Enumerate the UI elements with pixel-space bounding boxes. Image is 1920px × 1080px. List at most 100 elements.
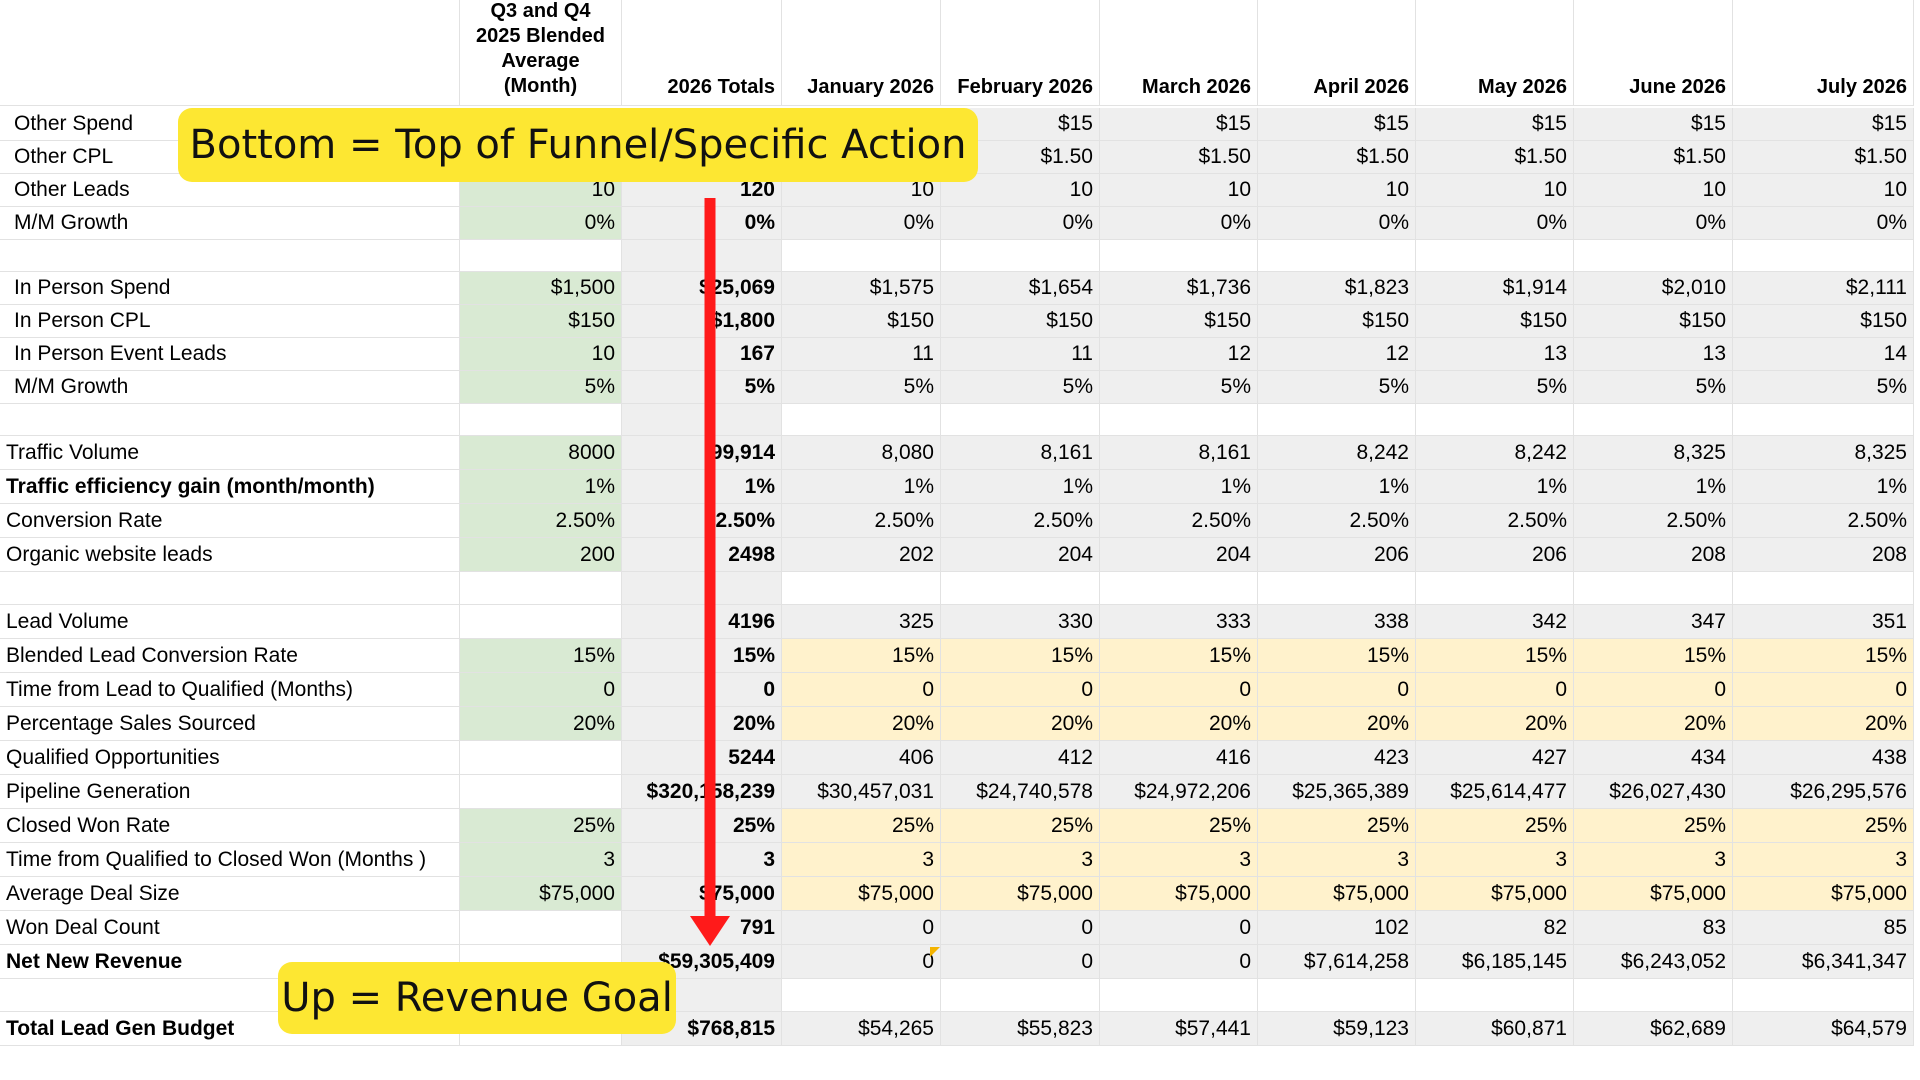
month-cell[interactable]: 20% bbox=[941, 707, 1100, 741]
empty-cell[interactable] bbox=[1258, 979, 1416, 1012]
header-blended-average[interactable]: Q3 and Q4 2025 Blended Average (Month) bbox=[460, 0, 622, 106]
month-cell[interactable]: $30,457,031 bbox=[782, 775, 941, 809]
month-cell[interactable]: 20% bbox=[1733, 707, 1914, 741]
month-cell[interactable]: 2.50% bbox=[1574, 504, 1733, 538]
month-cell[interactable]: $1,654 bbox=[941, 272, 1100, 305]
month-cell[interactable]: 5% bbox=[1416, 371, 1574, 404]
total-2026-cell[interactable]: 0 bbox=[622, 673, 782, 707]
header-month-6[interactable]: June 2026 bbox=[1574, 0, 1733, 106]
month-cell[interactable]: $26,027,430 bbox=[1574, 775, 1733, 809]
row-label[interactable]: Time from Qualified to Closed Won (Month… bbox=[0, 843, 460, 877]
month-cell[interactable]: $6,243,052 bbox=[1574, 945, 1733, 979]
month-cell[interactable]: 15% bbox=[1416, 639, 1574, 673]
month-cell[interactable]: 85 bbox=[1733, 911, 1914, 945]
month-cell[interactable]: 5% bbox=[782, 371, 941, 404]
month-cell[interactable]: $1,736 bbox=[1100, 272, 1258, 305]
header-label-blank[interactable] bbox=[0, 0, 460, 106]
month-cell[interactable]: $6,341,347 bbox=[1733, 945, 1914, 979]
month-cell[interactable]: 20% bbox=[1258, 707, 1416, 741]
month-cell[interactable]: 206 bbox=[1416, 538, 1574, 572]
total-2026-cell[interactable]: 5% bbox=[622, 371, 782, 404]
comment-indicator-icon[interactable] bbox=[930, 947, 940, 957]
empty-cell[interactable] bbox=[1258, 404, 1416, 436]
month-cell[interactable]: 351 bbox=[1733, 605, 1914, 639]
month-cell[interactable]: 342 bbox=[1416, 605, 1574, 639]
month-cell[interactable]: 20% bbox=[1574, 707, 1733, 741]
month-cell[interactable]: $15 bbox=[1416, 108, 1574, 141]
total-2026-cell[interactable]: 2.50% bbox=[622, 504, 782, 538]
row-label[interactable]: Percentage Sales Sourced bbox=[0, 707, 460, 741]
month-cell[interactable]: 0 bbox=[1733, 673, 1914, 707]
month-cell[interactable]: $25,614,477 bbox=[1416, 775, 1574, 809]
month-cell[interactable]: 0% bbox=[1416, 207, 1574, 240]
month-cell[interactable]: 5% bbox=[1258, 371, 1416, 404]
month-cell[interactable]: 1% bbox=[1574, 470, 1733, 504]
header-month-5[interactable]: May 2026 bbox=[1416, 0, 1574, 106]
header-2026-totals[interactable]: 2026 Totals bbox=[622, 0, 782, 106]
blended-average-cell[interactable] bbox=[460, 911, 622, 945]
total-2026-cell[interactable]: 5244 bbox=[622, 741, 782, 775]
month-cell[interactable]: 208 bbox=[1733, 538, 1914, 572]
month-cell[interactable]: 427 bbox=[1416, 741, 1574, 775]
blended-average-cell[interactable]: $150 bbox=[460, 305, 622, 338]
month-cell[interactable]: 1% bbox=[782, 470, 941, 504]
empty-cell[interactable] bbox=[460, 240, 622, 272]
blended-average-cell[interactable]: 1% bbox=[460, 470, 622, 504]
month-cell[interactable]: $1.50 bbox=[1258, 141, 1416, 174]
month-cell[interactable]: 0 bbox=[1100, 911, 1258, 945]
empty-cell[interactable] bbox=[941, 240, 1100, 272]
month-cell[interactable]: 82 bbox=[1416, 911, 1574, 945]
row-label[interactable]: Time from Lead to Qualified (Months) bbox=[0, 673, 460, 707]
month-cell[interactable]: $54,265 bbox=[782, 1012, 941, 1046]
empty-cell[interactable] bbox=[1258, 572, 1416, 605]
empty-cell[interactable] bbox=[1258, 240, 1416, 272]
row-label[interactable]: Blended Lead Conversion Rate bbox=[0, 639, 460, 673]
month-cell[interactable]: $75,000 bbox=[1100, 877, 1258, 911]
month-cell[interactable]: $150 bbox=[1733, 305, 1914, 338]
month-cell[interactable]: 0% bbox=[1733, 207, 1914, 240]
empty-cell[interactable] bbox=[941, 404, 1100, 436]
month-cell[interactable]: $26,295,576 bbox=[1733, 775, 1914, 809]
empty-cell[interactable] bbox=[622, 240, 782, 272]
month-cell[interactable]: 208 bbox=[1574, 538, 1733, 572]
month-cell[interactable]: 25% bbox=[941, 809, 1100, 843]
month-cell[interactable]: 2.50% bbox=[941, 504, 1100, 538]
row-label[interactable]: In Person CPL bbox=[0, 305, 460, 338]
empty-cell[interactable] bbox=[1100, 572, 1258, 605]
month-cell[interactable]: $2,010 bbox=[1574, 272, 1733, 305]
blended-average-cell[interactable]: 25% bbox=[460, 809, 622, 843]
month-cell[interactable]: 8,325 bbox=[1733, 436, 1914, 470]
month-cell[interactable]: 1% bbox=[1100, 470, 1258, 504]
month-cell[interactable]: $60,871 bbox=[1416, 1012, 1574, 1046]
empty-cell[interactable] bbox=[782, 404, 941, 436]
row-label[interactable]: In Person Spend bbox=[0, 272, 460, 305]
month-cell[interactable]: 20% bbox=[1100, 707, 1258, 741]
empty-cell[interactable] bbox=[1100, 240, 1258, 272]
month-cell[interactable]: 13 bbox=[1574, 338, 1733, 371]
month-cell[interactable]: 330 bbox=[941, 605, 1100, 639]
month-cell[interactable]: 0 bbox=[1258, 673, 1416, 707]
empty-cell[interactable] bbox=[782, 240, 941, 272]
month-cell[interactable]: $1.50 bbox=[1574, 141, 1733, 174]
month-cell[interactable]: 202 bbox=[782, 538, 941, 572]
blended-average-cell[interactable] bbox=[460, 775, 622, 809]
blended-average-cell[interactable] bbox=[460, 605, 622, 639]
header-month-4[interactable]: April 2026 bbox=[1258, 0, 1416, 106]
empty-cell[interactable] bbox=[1574, 404, 1733, 436]
month-cell[interactable]: 0 bbox=[782, 945, 941, 979]
month-cell[interactable]: 102 bbox=[1258, 911, 1416, 945]
month-cell[interactable]: 5% bbox=[1733, 371, 1914, 404]
month-cell[interactable]: 325 bbox=[782, 605, 941, 639]
month-cell[interactable]: 15% bbox=[1100, 639, 1258, 673]
month-cell[interactable]: 416 bbox=[1100, 741, 1258, 775]
month-cell[interactable]: $150 bbox=[1416, 305, 1574, 338]
row-label[interactable]: Traffic efficiency gain (month/month) bbox=[0, 470, 460, 504]
month-cell[interactable]: 1% bbox=[941, 470, 1100, 504]
empty-cell[interactable] bbox=[0, 572, 460, 605]
month-cell[interactable]: $15 bbox=[1100, 108, 1258, 141]
month-cell[interactable]: 11 bbox=[941, 338, 1100, 371]
empty-cell[interactable] bbox=[1416, 572, 1574, 605]
month-cell[interactable]: $55,823 bbox=[941, 1012, 1100, 1046]
empty-cell[interactable] bbox=[1733, 572, 1914, 605]
empty-cell[interactable] bbox=[1574, 979, 1733, 1012]
